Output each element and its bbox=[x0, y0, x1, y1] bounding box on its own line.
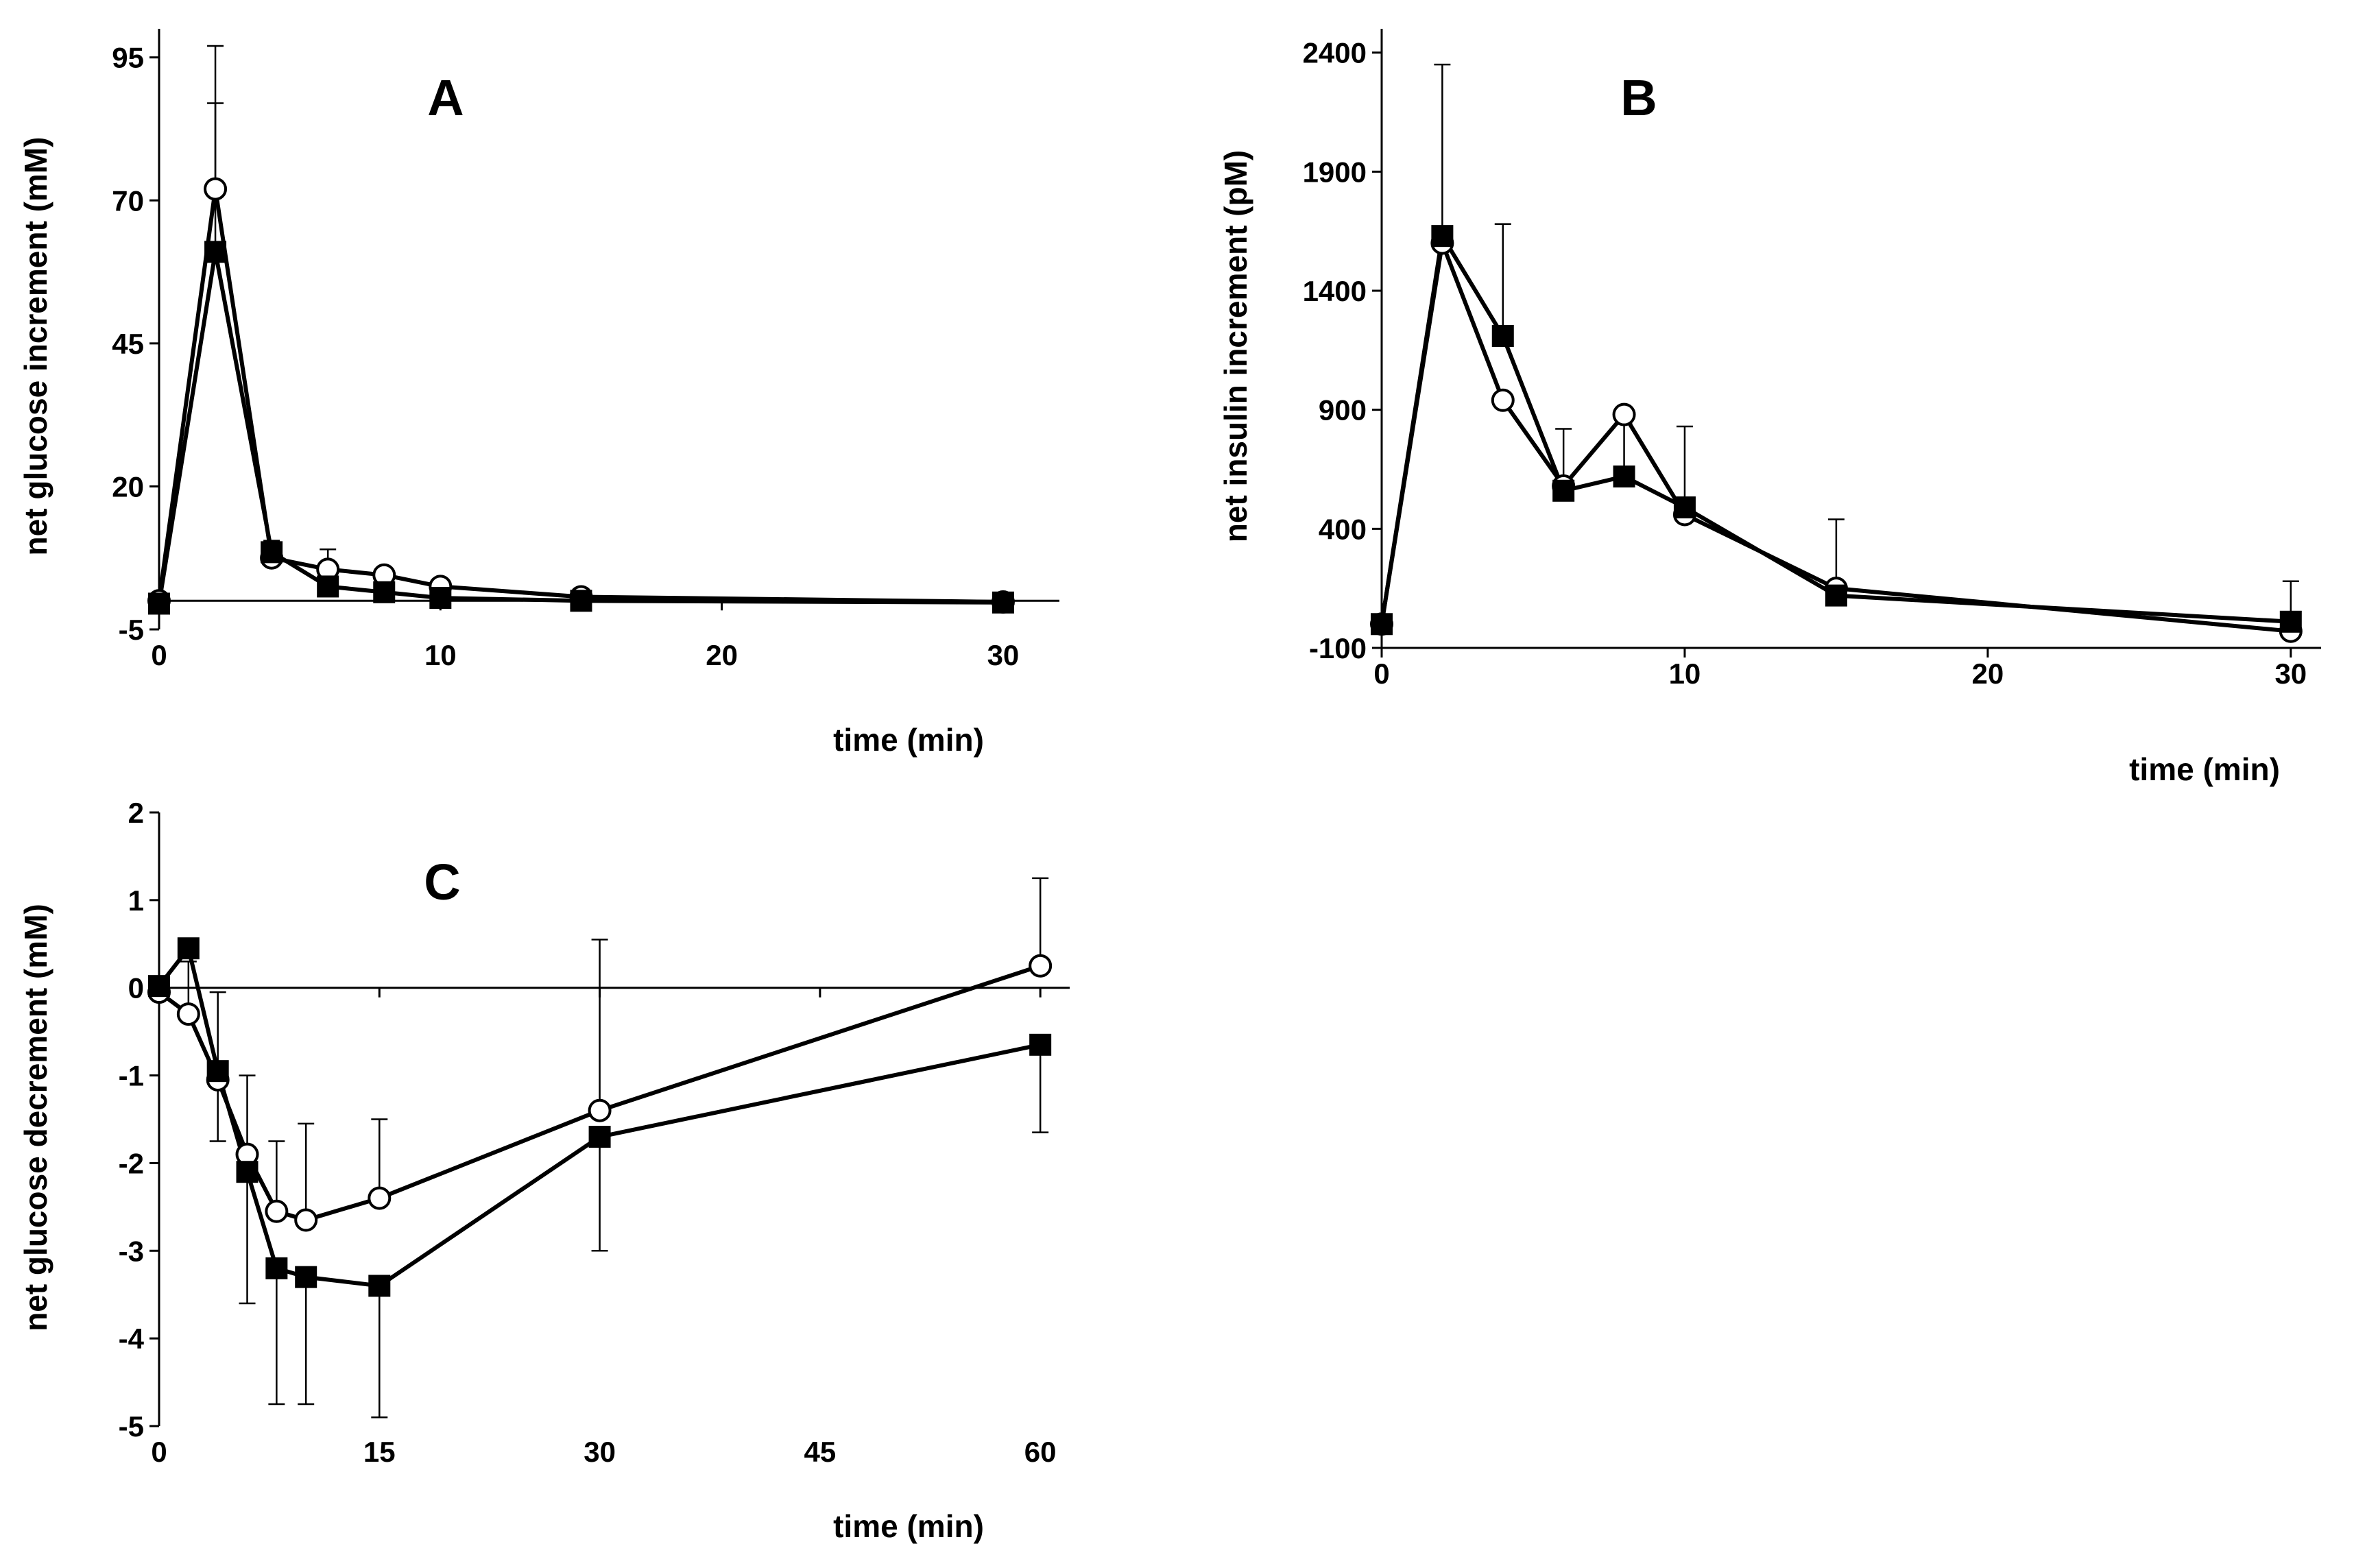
panel-b-y-tick-label: 2400 bbox=[1303, 37, 1367, 69]
panel-b-x-tick-label: 20 bbox=[1972, 658, 2004, 690]
panel-b-series-filled-squares-point bbox=[1613, 465, 1635, 487]
panel-c-glucose-decrement: C net glucose decrement (mM) time (min) … bbox=[18, 797, 1070, 1544]
panel-a-x-tick-label: 10 bbox=[424, 639, 457, 671]
panel-b-y-tick-label: -100 bbox=[1309, 632, 1367, 664]
panel-a-series-filled-squares-point bbox=[261, 541, 283, 564]
panel-c-x-tick-label: 60 bbox=[1024, 1436, 1057, 1468]
panel-b-y-tick-label: 1900 bbox=[1303, 156, 1367, 188]
panel-c-title: C bbox=[424, 854, 460, 910]
panel-a-x-tick-label: 20 bbox=[706, 639, 738, 671]
panel-a-y-tick-label: 45 bbox=[112, 328, 144, 360]
panel-c-y-tick-label: 2 bbox=[128, 797, 144, 829]
panel-c-series-filled-squares-point bbox=[177, 937, 200, 960]
panel-b-series-open-circles-point bbox=[1612, 402, 1636, 426]
panel-a-series-open-circles-line bbox=[157, 186, 1003, 604]
panel-b-series-filled-squares-point bbox=[1491, 325, 1514, 348]
panel-b-title: B bbox=[1620, 69, 1657, 126]
panel-a-x-tick-label: 30 bbox=[987, 639, 1020, 671]
panel-b-x-axis-label: time (min) bbox=[2129, 751, 2280, 787]
panel-a-y-tick-label: 95 bbox=[112, 42, 144, 74]
panel-b-series-filled-squares-point bbox=[2279, 610, 2302, 633]
panel-a-y-tick-label: 20 bbox=[112, 470, 144, 503]
panel-b-x-tick-label: 10 bbox=[1669, 658, 1701, 690]
panel-a-series-filled-squares-point bbox=[992, 591, 1014, 614]
panel-c-x-tick-label: 15 bbox=[363, 1436, 396, 1468]
panel-c-series-filled-squares-point bbox=[1029, 1033, 1052, 1056]
panel-c-x-axis-label: time (min) bbox=[833, 1508, 984, 1544]
panel-b-series-open-circles-line bbox=[1380, 241, 2292, 634]
panel-c-y-tick-label: -1 bbox=[119, 1060, 144, 1092]
panel-b-series-filled-squares-point bbox=[1673, 496, 1696, 519]
panel-a-title: A bbox=[427, 69, 464, 126]
panel-a-y-axis-label: net glucose increment (mM) bbox=[18, 137, 53, 556]
panel-b-x-tick-label: 30 bbox=[2274, 658, 2307, 690]
panel-a-series-filled-squares-point bbox=[204, 241, 227, 263]
panel-c-x-tick-label: 30 bbox=[584, 1436, 616, 1468]
panel-a-x-axis-label: time (min) bbox=[833, 722, 984, 758]
panel-a-series-filled-squares-point bbox=[429, 587, 452, 610]
panel-a-glucose-increment: A net glucose increment (mM) time (min) … bbox=[18, 29, 1059, 758]
panel-a-y-tick-label: -5 bbox=[119, 614, 144, 646]
panel-c-series-open-circles-point bbox=[265, 1199, 289, 1223]
panel-b-y-tick-label: 900 bbox=[1319, 394, 1367, 426]
panel-c-y-tick-label: 0 bbox=[128, 972, 144, 1004]
panel-c-y-tick-label: -5 bbox=[119, 1410, 144, 1443]
panel-a-series-filled-squares-point bbox=[373, 581, 396, 603]
panel-b-series-open-circles-point bbox=[1491, 388, 1515, 412]
panel-c-series-filled-squares-point bbox=[295, 1266, 317, 1288]
panel-a-x-tick-label: 0 bbox=[151, 639, 167, 671]
panel-c-y-axis-label: net glucose decrement (mM) bbox=[18, 904, 53, 1331]
panel-c-y-tick-label: 1 bbox=[128, 884, 144, 917]
panel-b-series-filled-squares-line bbox=[1380, 234, 2291, 625]
panel-b-y-axis-label: net insulin increment (pM) bbox=[1218, 150, 1253, 542]
panel-c-series-open-circles-point bbox=[294, 1208, 318, 1232]
panel-b-y-tick-label: 1400 bbox=[1303, 275, 1367, 307]
panel-c-series-open-circles-point bbox=[176, 1002, 200, 1026]
panel-c-x-tick-label: 0 bbox=[151, 1436, 167, 1468]
panel-c-x-tick-label: 45 bbox=[804, 1436, 837, 1468]
panel-c-y-tick-label: -3 bbox=[119, 1235, 144, 1267]
panel-c-series-filled-squares-point bbox=[265, 1257, 288, 1279]
panel-b-series-filled-squares-point bbox=[1825, 584, 1847, 607]
panel-b-series-filled-squares-point bbox=[1371, 613, 1393, 636]
panel-c-series-filled-squares-point bbox=[368, 1275, 391, 1297]
panel-a-y-tick-label: 70 bbox=[112, 184, 144, 217]
panel-a-series-filled-squares-point bbox=[317, 575, 339, 598]
panel-a-series-filled-squares-line bbox=[157, 250, 1003, 605]
panel-a-series-filled-squares-point bbox=[148, 592, 170, 615]
panel-b-x-tick-label: 0 bbox=[1373, 658, 1389, 690]
panel-b-insulin-increment: B net insulin increment (pM) time (min) … bbox=[1218, 29, 2321, 787]
panel-a-series-open-circles-point bbox=[204, 177, 228, 201]
panel-c-series-filled-squares-point bbox=[206, 1060, 229, 1083]
panel-c-series-open-circles-point bbox=[1029, 954, 1053, 978]
panel-a-series-filled-squares-point bbox=[570, 590, 592, 612]
panel-c-series-filled-squares-point bbox=[148, 975, 170, 998]
panel-c-series-open-circles-point bbox=[368, 1186, 392, 1210]
panel-c-y-tick-label: -4 bbox=[119, 1323, 145, 1355]
panel-c-series-filled-squares-point bbox=[236, 1161, 259, 1183]
panel-c-y-tick-label: -2 bbox=[119, 1147, 144, 1179]
panel-c-series-open-circles-point bbox=[588, 1098, 612, 1122]
panel-b-series-filled-squares-point bbox=[1431, 225, 1454, 248]
panel-b-series-filled-squares-point bbox=[1552, 479, 1575, 502]
panel-c-series-filled-squares-point bbox=[588, 1126, 611, 1148]
panel-b-y-tick-label: 400 bbox=[1319, 513, 1367, 545]
